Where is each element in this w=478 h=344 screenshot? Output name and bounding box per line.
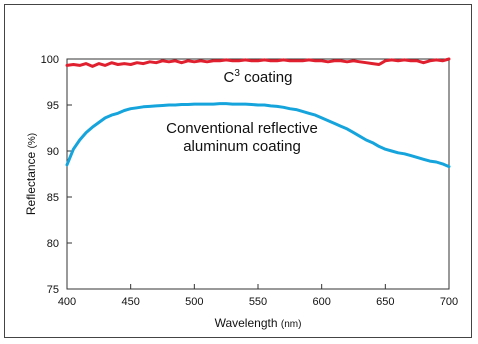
y-tick-label-3: 90 (47, 146, 59, 158)
y-axis-label: Reflectance (%) (24, 133, 38, 215)
y-tick-label-0: 75 (47, 284, 59, 296)
x-tick-label-3: 550 (249, 296, 267, 308)
y-tick-label-2: 85 (47, 192, 59, 204)
x-tick-label-1: 450 (121, 296, 139, 308)
x-tick-label-2: 500 (185, 296, 203, 308)
series-line-aluminum-coating (65, 102, 451, 169)
chart-frame: 400 450 500 550 600 650 700 75 80 85 90 95 100 Wavel… (4, 4, 472, 338)
y-tick-label-1: 80 (47, 238, 59, 250)
series-label-c3: C3 coating (224, 68, 293, 86)
y-tick-label-5: 100 (41, 54, 59, 66)
x-tick-label-0: 400 (58, 296, 76, 308)
axis-ticks: 400 450 500 550 600 650 700 75 80 85 90 95 100 (41, 54, 459, 308)
series-label-aluminum-line-2: aluminum coating (183, 138, 301, 155)
reflectance-chart: 400 450 500 550 600 650 700 75 80 85 90 95 100 Wavel… (24, 54, 459, 330)
plot-area (66, 58, 450, 290)
series-lines (65, 57, 451, 169)
x-tick-label-4: 600 (312, 296, 330, 308)
series-line-c3-coating (65, 57, 451, 68)
y-tick-label-4: 95 (47, 100, 59, 112)
x-tick-label-5: 650 (376, 296, 394, 308)
x-tick-label-6: 700 (440, 296, 458, 308)
series-label-aluminum-line-1: Conventional reflective (166, 120, 318, 137)
x-axis-label: Wavelength (nm) (215, 316, 302, 330)
